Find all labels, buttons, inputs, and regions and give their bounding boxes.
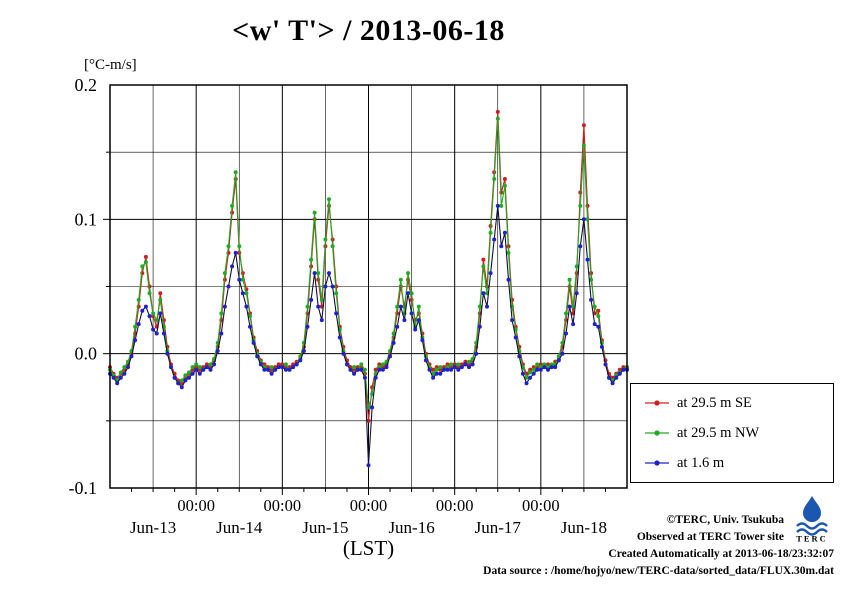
legend-item-29-5m-se: at 29.5 m SE	[645, 395, 833, 412]
legend-label: at 1.6 m	[677, 454, 725, 471]
x-tick-label: 00:00	[522, 496, 560, 515]
legend-label: at 29.5 m SE	[677, 394, 752, 411]
chart-title: <w' T'> / 2013-06-18	[232, 14, 505, 47]
legend-marker-1-6m-icon	[645, 460, 669, 466]
x-date-label: Jun-18	[561, 518, 607, 537]
y-tick-label: 0.0	[75, 344, 98, 364]
y-axis-unit-label: [°C-m/s]	[84, 57, 137, 73]
x-date-label: Jun-15	[302, 518, 348, 537]
y-tick-label: 0.1	[75, 209, 98, 229]
x-date-label: Jun-17	[475, 518, 522, 537]
legend-label: at 29.5 m NW	[677, 424, 760, 441]
x-tick-label: 00:00	[350, 496, 388, 515]
x-date-label: Jun-16	[388, 518, 434, 537]
terc-logo-text: TERC	[796, 534, 828, 543]
credit-data-source: Data source : /home/hojyo/new/TERC-data/…	[483, 565, 834, 577]
credit-observed-at: Observed at TERC Tower site	[636, 531, 784, 543]
x-axis-label-lst: (LST)	[342, 536, 395, 560]
x-tick-label: 00:00	[264, 496, 302, 515]
legend: at 29.5 m SE at 29.5 m NW at 1.6 m	[630, 383, 834, 483]
x-tick-label: 00:00	[436, 496, 474, 515]
legend-marker-29-5m-nw-icon	[645, 430, 669, 436]
water-drop-icon	[803, 496, 821, 522]
y-tick-label: 0.2	[75, 75, 98, 95]
flux-timeseries-chart: 0.20.10.0-0.100:00 00:00 00:00 00:00 00:00Ju…	[69, 75, 629, 537]
x-date-label: Jun-13	[130, 518, 176, 537]
x-tick-label: 00:00	[177, 496, 215, 515]
y-tick-label: -0.1	[69, 478, 98, 498]
x-date-label: Jun-14	[216, 518, 263, 537]
credit-created-at: Created Automatically at 2013-06-18/23:3…	[608, 548, 834, 560]
series-at-1-6-m	[108, 203, 629, 468]
legend-item-29-5m-nw: at 29.5 m NW	[645, 425, 833, 442]
terc-logo: TERC	[796, 496, 828, 543]
legend-item-1-6m: at 1.6 m	[645, 455, 833, 472]
legend-marker-29-5m-se-icon	[645, 400, 669, 406]
credit-copyright: ©TERC, Univ. Tsukuba	[666, 514, 784, 526]
